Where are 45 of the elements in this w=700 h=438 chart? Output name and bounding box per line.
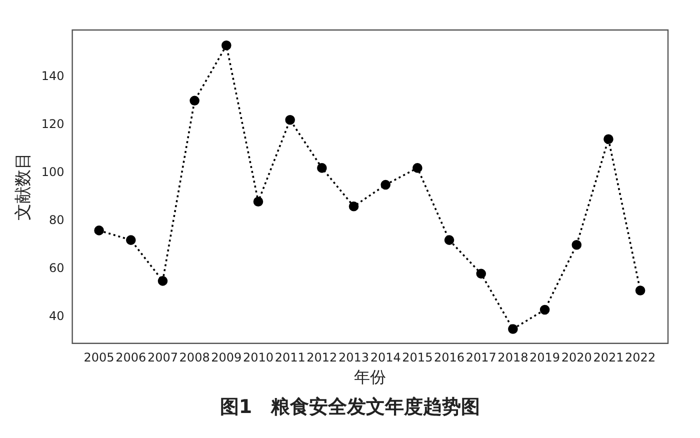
point	[253, 196, 264, 206]
point	[635, 286, 646, 296]
x-tick-label: 2011	[274, 350, 306, 365]
x-tick-label: 2021	[593, 350, 624, 365]
y-tick-label: 60	[49, 261, 64, 276]
x-tick-label: 2009	[211, 350, 242, 365]
x-tick-label: 2008	[179, 350, 210, 365]
y-tick-label: 100	[41, 164, 64, 179]
x-tick-label: 2007	[147, 350, 178, 365]
x-tick-label: 2010	[242, 350, 274, 365]
point	[540, 304, 550, 315]
point	[348, 202, 359, 212]
x-tick-label: 2015	[402, 350, 433, 365]
caption: 图1 粮食安全发文年度趋势图	[218, 395, 482, 420]
point	[222, 40, 232, 50]
x-tick-label: 2014	[370, 350, 401, 365]
point	[572, 240, 582, 250]
y-tick-label: 40	[49, 309, 64, 324]
point	[285, 114, 295, 125]
point	[158, 276, 168, 286]
point	[126, 235, 136, 245]
point	[444, 235, 454, 245]
point	[508, 324, 518, 334]
point	[317, 163, 327, 173]
point	[604, 134, 614, 144]
point	[380, 180, 390, 190]
x-tick-label: 2006	[116, 350, 146, 365]
y-axis-title: 文献数目	[14, 152, 34, 221]
y-tick-label: 120	[41, 116, 64, 131]
x-tick-label: 2013	[338, 350, 370, 365]
x-tick-label: 2017	[466, 350, 496, 365]
y-tick-label: 140	[41, 68, 64, 83]
y-tick-label: 80	[49, 212, 64, 227]
point	[190, 96, 200, 106]
x-tick-label: 2022	[625, 350, 656, 365]
x-tick-label: 2020	[561, 350, 592, 365]
x-tick-label: 2012	[306, 350, 338, 365]
x-tick-label: 2016	[434, 350, 465, 365]
x-axis-title: 年份	[354, 368, 386, 387]
point	[476, 268, 486, 279]
x-tick-label: 2005	[84, 350, 114, 365]
point	[94, 226, 104, 236]
point	[412, 163, 422, 173]
x-tick-label: 2018	[498, 350, 528, 365]
x-tick-label: 2019	[530, 350, 560, 365]
